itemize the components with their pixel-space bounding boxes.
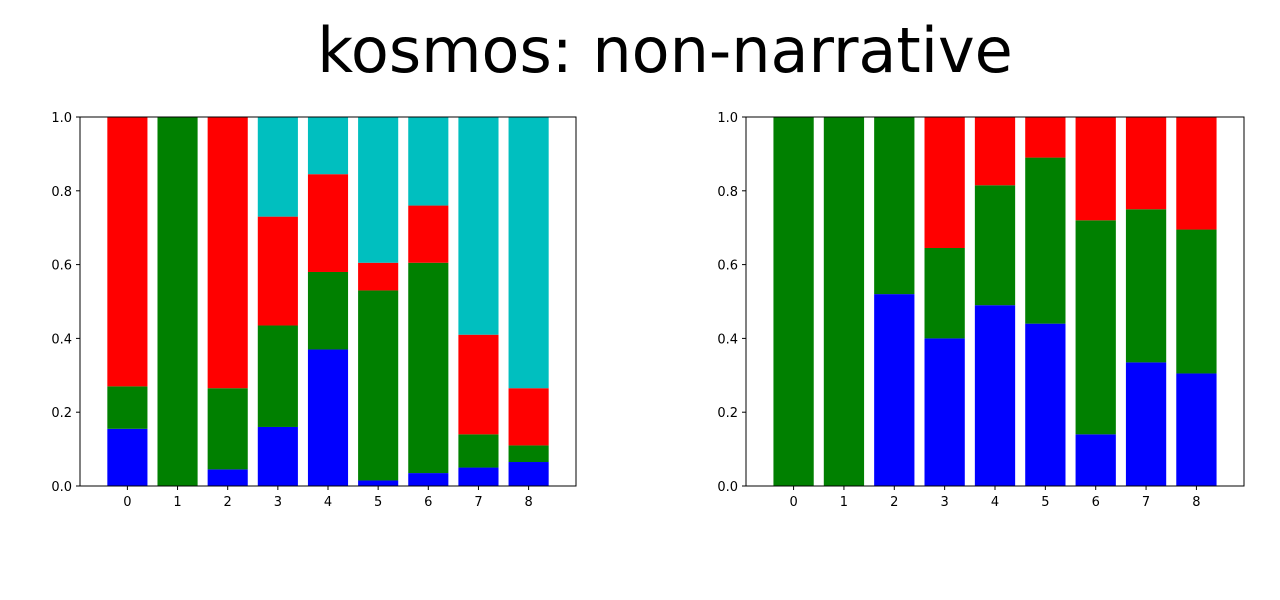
bar-segment xyxy=(358,290,399,481)
x-tick-label: 6 xyxy=(1092,495,1100,510)
bar-segment xyxy=(307,117,349,175)
y-tick-label: 0.6 xyxy=(51,259,72,274)
x-tick-label: 7 xyxy=(1142,495,1150,510)
bar-segment xyxy=(773,117,814,486)
chart-panel-1: 0 1 2 3 4 5 6 7 8 0.0 0.2 0.4 0.6 0.8 1.0 xyxy=(51,111,577,510)
bar-segment xyxy=(1176,117,1217,230)
bar-segment xyxy=(924,338,965,486)
y-tick-label: 1.0 xyxy=(717,111,738,126)
bar-segment xyxy=(874,117,915,295)
bar-segment xyxy=(307,349,349,486)
x-tick-label: 5 xyxy=(1041,495,1049,510)
bar-segment xyxy=(1075,434,1116,486)
bar-segment xyxy=(307,271,349,350)
bar-segment xyxy=(358,262,399,291)
bar-segment xyxy=(207,388,248,470)
bar-segment xyxy=(1025,323,1066,486)
bar-segment xyxy=(257,426,298,486)
x-tick-label: 1 xyxy=(840,495,848,510)
x-tick-label: 8 xyxy=(524,495,532,510)
x-tick-label: 6 xyxy=(424,495,432,510)
bar-segment xyxy=(207,117,248,389)
bar-segment xyxy=(207,469,248,486)
y-tick-label: 0.4 xyxy=(51,332,72,347)
x-tick-label: 2 xyxy=(224,495,232,510)
bar-segment xyxy=(1025,117,1066,158)
bar-segment xyxy=(924,117,965,248)
x-tick-label: 2 xyxy=(890,495,898,510)
x-tick-label: 1 xyxy=(173,495,181,510)
bar-segment xyxy=(257,216,298,326)
bar-segment xyxy=(508,445,549,463)
y-tick-label: 0.8 xyxy=(51,185,72,200)
bar-segment xyxy=(508,117,549,389)
bar-segment xyxy=(107,386,148,429)
y-tick-label: 0.0 xyxy=(717,480,738,495)
x-tick-label: 8 xyxy=(1192,495,1200,510)
bar-segment xyxy=(107,428,148,486)
x-tick-label: 0 xyxy=(123,495,131,510)
y-tick-label: 0.0 xyxy=(51,480,72,495)
bar-segment xyxy=(1125,209,1167,363)
x-tick-label: 3 xyxy=(941,495,949,510)
bar-segment xyxy=(823,117,865,486)
bar-segment xyxy=(458,334,499,435)
x-tick-label: 0 xyxy=(789,495,797,510)
x-tick-label: 3 xyxy=(274,495,282,510)
bar-segment xyxy=(508,462,549,486)
y-tick-label: 0.4 xyxy=(717,332,738,347)
bar-segment xyxy=(358,480,399,486)
y-tick-label: 1.0 xyxy=(51,111,72,126)
x-tick-label: 7 xyxy=(474,495,482,510)
bar-segment xyxy=(1176,373,1217,486)
bar-segment xyxy=(257,117,298,217)
bar-segment xyxy=(974,185,1016,306)
x-tick-label: 5 xyxy=(374,495,382,510)
bar-segment xyxy=(408,262,449,474)
bar-segment xyxy=(1176,229,1217,374)
bar-segment xyxy=(408,473,449,486)
y-tick-label: 0.2 xyxy=(717,406,738,421)
bar-segment xyxy=(1075,220,1116,435)
bar-segment xyxy=(107,117,148,387)
y-tick-label: 0.8 xyxy=(717,185,738,200)
chart-panel-2: 0 1 2 3 4 5 6 7 8 0.0 0.2 0.4 0.6 0.8 1.0 xyxy=(717,111,1245,510)
y-tick-label: 0.2 xyxy=(51,406,72,421)
bar-segment xyxy=(157,117,198,486)
bar-segment xyxy=(508,388,549,446)
bar-segment xyxy=(974,305,1016,486)
bar-segment xyxy=(1025,157,1066,324)
figure-title: kosmos: non-narrative xyxy=(317,14,1013,87)
x-tick-label: 4 xyxy=(991,495,999,510)
bar-segment xyxy=(924,247,965,339)
bar-segment xyxy=(874,294,915,486)
bar-segment xyxy=(458,117,499,335)
bar-segment xyxy=(458,434,499,468)
bar-segment xyxy=(257,325,298,427)
bar-segment xyxy=(408,205,449,263)
bar-segment xyxy=(1075,117,1116,221)
bar-segment xyxy=(408,117,449,206)
bar-segment xyxy=(974,117,1016,186)
x-tick-label: 4 xyxy=(324,495,332,510)
bar-segment xyxy=(458,467,499,486)
bar-segment xyxy=(1125,117,1167,210)
y-tick-label: 0.6 xyxy=(717,259,738,274)
bar-segment xyxy=(1125,362,1167,486)
bar-segment xyxy=(307,174,349,272)
bar-segment xyxy=(358,117,399,263)
